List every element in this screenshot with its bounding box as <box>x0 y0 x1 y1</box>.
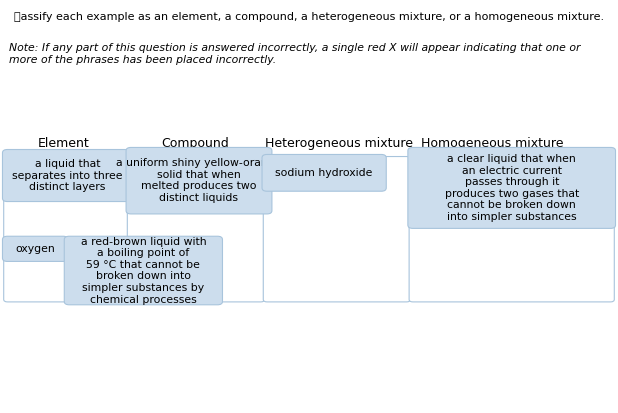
Text: a uniform shiny yellow-orange
solid that when
melted produces two
distinct liqui: a uniform shiny yellow-orange solid that… <box>116 158 282 203</box>
FancyBboxPatch shape <box>263 157 410 302</box>
FancyBboxPatch shape <box>2 150 133 202</box>
Text: a red-brown liquid with
a boiling point of
59 °C that cannot be
broken down into: a red-brown liquid with a boiling point … <box>80 237 206 304</box>
Text: a clear liquid that when
an electric current
passes through it
produces two gase: a clear liquid that when an electric cur… <box>444 154 579 222</box>
FancyBboxPatch shape <box>262 154 386 191</box>
Text: 💬assify each example as an element, a compound, a heterogeneous mixture, or a ho: 💬assify each example as an element, a co… <box>14 12 604 21</box>
FancyBboxPatch shape <box>64 236 222 305</box>
FancyBboxPatch shape <box>408 147 616 228</box>
Text: Heterogeneous mixture: Heterogeneous mixture <box>265 137 413 150</box>
Text: oxygen: oxygen <box>15 244 55 254</box>
Text: Homogeneous mixture: Homogeneous mixture <box>421 137 563 150</box>
FancyBboxPatch shape <box>4 157 129 302</box>
Text: Compound: Compound <box>161 137 229 150</box>
Text: Note: If any part of this question is answered incorrectly, a single red X will : Note: If any part of this question is an… <box>9 43 581 65</box>
FancyBboxPatch shape <box>127 157 265 302</box>
FancyBboxPatch shape <box>2 236 68 261</box>
Text: a liquid that
separates into three
distinct layers: a liquid that separates into three disti… <box>12 159 123 192</box>
Text: sodium hydroxide: sodium hydroxide <box>276 168 373 178</box>
FancyBboxPatch shape <box>409 157 614 302</box>
Text: Element: Element <box>38 137 90 150</box>
FancyBboxPatch shape <box>126 147 272 214</box>
